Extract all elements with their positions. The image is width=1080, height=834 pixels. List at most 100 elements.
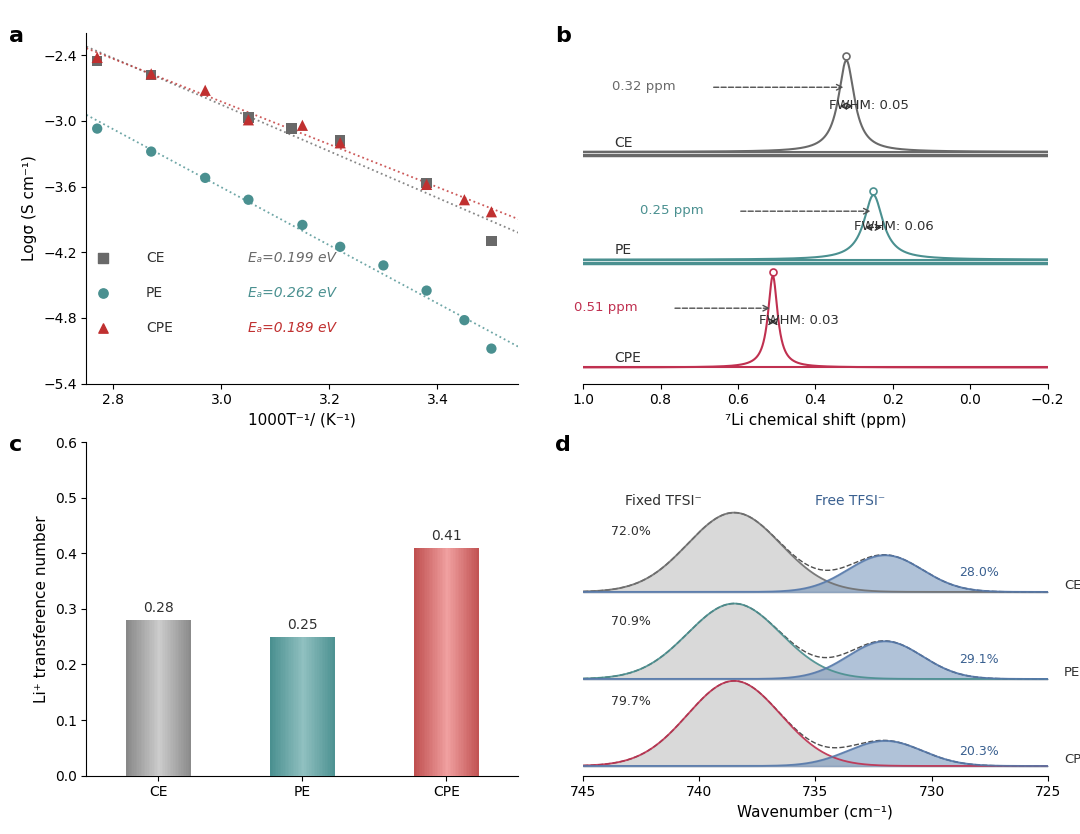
Point [94,321,111,334]
Point [332,240,349,254]
Bar [275,636,276,776]
Bar [178,620,179,776]
Bar [309,636,311,776]
Bar [146,620,147,776]
Bar [172,620,173,776]
Bar [443,548,445,776]
Bar [429,548,430,776]
Bar [308,636,309,776]
Bar [143,620,144,776]
Bar [302,636,305,776]
Bar [157,620,159,776]
Bar [130,620,131,776]
Bar [461,548,462,776]
Bar [175,620,176,776]
Bar [449,548,451,776]
Point [418,284,435,297]
Bar [286,636,288,776]
Point [456,314,473,327]
Text: Eₐ=0.199 eV: Eₐ=0.199 eV [248,251,336,264]
Point [375,259,392,272]
Bar [440,548,442,776]
Bar [472,548,474,776]
Text: FWHM: 0.03: FWHM: 0.03 [759,314,839,327]
Point [89,122,106,135]
Point [332,134,349,148]
Bar [458,548,459,776]
Text: PE: PE [615,244,632,258]
Bar [283,636,285,776]
Point [143,68,160,82]
Point [240,193,257,206]
Text: Free TFSI⁻: Free TFSI⁻ [815,494,886,508]
Bar [162,620,163,776]
Bar [270,636,272,776]
X-axis label: 1000T⁻¹/ (K⁻¹): 1000T⁻¹/ (K⁻¹) [248,413,356,428]
Text: CE: CE [146,251,164,264]
Bar [282,636,283,776]
Bar [276,636,279,776]
Bar [147,620,149,776]
Text: Fixed TFSI⁻: Fixed TFSI⁻ [625,494,702,508]
Bar [423,548,426,776]
Bar [442,548,443,776]
Point [332,136,349,149]
Bar [318,636,319,776]
Bar [181,620,183,776]
Text: 0.51 ppm: 0.51 ppm [573,300,637,314]
Bar [324,636,325,776]
Bar [165,620,166,776]
Bar [455,548,456,776]
Point [483,234,500,248]
Bar [465,548,468,776]
Bar [183,620,185,776]
Text: FWHM: 0.05: FWHM: 0.05 [829,98,909,112]
X-axis label: Wavenumber (cm⁻¹): Wavenumber (cm⁻¹) [738,805,893,820]
Bar [159,620,160,776]
Bar [296,636,298,776]
Bar [328,636,330,776]
Bar [436,548,438,776]
Bar [456,548,458,776]
Bar [188,620,189,776]
Bar [334,636,335,776]
Text: 0.28: 0.28 [143,601,174,615]
Bar [451,548,453,776]
Point [240,111,257,124]
Bar [272,636,273,776]
Point [283,122,300,135]
Bar [312,636,314,776]
Bar [285,636,286,776]
Bar [414,548,416,776]
Bar [459,548,461,776]
Bar [140,620,143,776]
Bar [288,636,289,776]
Bar [469,548,471,776]
Bar [426,548,427,776]
Bar [168,620,170,776]
Bar [438,548,440,776]
Bar [133,620,134,776]
Point [94,251,111,264]
Text: 0.25 ppm: 0.25 ppm [639,203,703,217]
Point [456,193,473,206]
Point [143,145,160,158]
Point [418,177,435,190]
Bar [139,620,140,776]
Bar [315,636,318,776]
Text: 72.0%: 72.0% [611,525,651,538]
Bar [475,548,477,776]
Text: Eₐ=0.262 eV: Eₐ=0.262 eV [248,286,336,299]
Point [89,51,106,64]
Text: c: c [9,435,22,455]
Bar [464,548,465,776]
Bar [474,548,475,776]
Bar [289,636,292,776]
Text: 0.41: 0.41 [431,530,462,543]
Point [197,83,214,97]
Bar [144,620,146,776]
Text: d: d [555,435,571,455]
Point [294,118,311,132]
Bar [292,636,293,776]
Bar [468,548,469,776]
